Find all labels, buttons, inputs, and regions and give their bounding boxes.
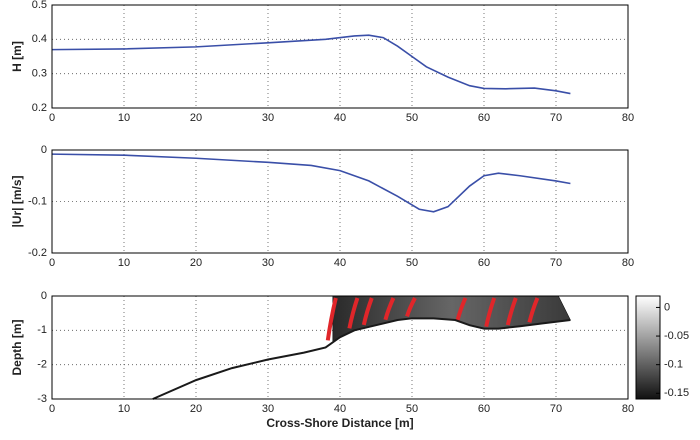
colorbar-tick-label: -0.1 <box>664 359 683 371</box>
y-tick-label: -2 <box>37 359 47 371</box>
x-tick-label: 70 <box>550 403 562 415</box>
velocity-profile <box>383 297 396 321</box>
x-tick-label: 20 <box>190 257 202 269</box>
velocity-profile <box>484 297 497 328</box>
x-tick-label: 20 <box>190 112 202 124</box>
x-tick-label: 0 <box>49 112 55 124</box>
x-tick-label: 20 <box>190 403 202 415</box>
y-tick-label: 0.3 <box>32 68 47 80</box>
x-tick-label: 80 <box>622 257 634 269</box>
y-tick-label: 0.2 <box>32 102 47 114</box>
x-tick-label: 40 <box>334 112 346 124</box>
x-tick-label: 40 <box>334 403 346 415</box>
velocity-profile <box>505 297 518 326</box>
colorbar-tick-label: -0.15 <box>664 387 689 399</box>
velocity-profile <box>325 297 338 341</box>
axes-box <box>51 4 629 109</box>
x-tick-label: 50 <box>406 403 418 415</box>
x-tick-label: 40 <box>334 257 346 269</box>
y-axis-label: Depth [m] <box>10 320 24 376</box>
velocity-profile <box>405 297 417 317</box>
x-tick-label: 0 <box>49 257 55 269</box>
y-axis-label: H [m] <box>10 41 24 72</box>
x-tick-label: 60 <box>478 257 490 269</box>
x-tick-label: 50 <box>406 257 418 269</box>
x-tick-label: 80 <box>622 403 634 415</box>
y-tick-label: 0.5 <box>32 0 47 11</box>
velocity-profile <box>347 297 360 329</box>
y-tick-label: 0 <box>41 144 47 156</box>
y-tick-label: -0.1 <box>28 195 47 207</box>
y-tick-label: -1 <box>37 324 47 336</box>
x-tick-label: 60 <box>478 112 490 124</box>
x-tick-label: 10 <box>118 257 130 269</box>
x-tick-label: 30 <box>262 257 274 269</box>
y-axis-label: |Ur| [m/s] <box>10 175 24 227</box>
colorbar-tick-label: 0 <box>664 301 670 313</box>
y-tick-label: -0.2 <box>28 247 47 259</box>
x-axis-label: Cross-Shore Distance [m] <box>266 416 413 430</box>
x-tick-label: 70 <box>550 112 562 124</box>
x-tick-label: 30 <box>262 112 274 124</box>
axes-box <box>51 295 629 400</box>
y-tick-label: 0.4 <box>32 33 47 45</box>
line <box>51 153 571 213</box>
plot-area <box>52 5 628 108</box>
x-tick-label: 10 <box>118 112 130 124</box>
velocity-profile <box>361 297 374 326</box>
y-tick-label: 0 <box>41 290 47 302</box>
x-tick-label: 80 <box>622 112 634 124</box>
y-tick-label: -3 <box>37 393 47 405</box>
line <box>152 317 571 400</box>
x-tick-label: 50 <box>406 112 418 124</box>
colorbar-tick-label: -0.05 <box>664 330 689 342</box>
line <box>51 34 571 95</box>
x-tick-label: 70 <box>550 257 562 269</box>
x-tick-label: 10 <box>118 403 130 415</box>
velocity-profile <box>455 297 468 322</box>
x-tick-label: 0 <box>49 403 55 415</box>
colorbar <box>635 295 661 400</box>
velocity-profile <box>527 297 540 323</box>
x-tick-label: 60 <box>478 403 490 415</box>
axes-box <box>51 149 629 254</box>
x-tick-label: 30 <box>262 403 274 415</box>
